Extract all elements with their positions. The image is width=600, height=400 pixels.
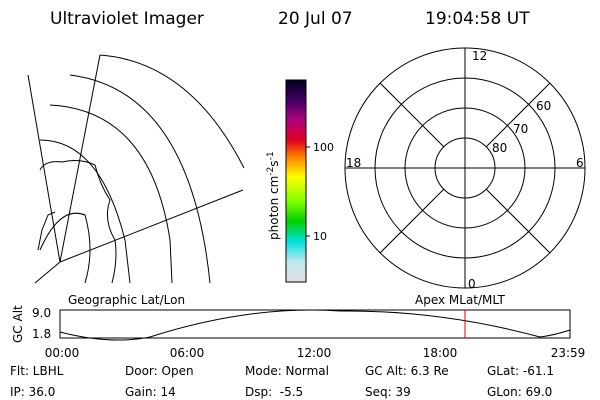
lat-label: 60 <box>536 99 551 113</box>
info-field: Mode: Normal <box>245 364 329 378</box>
colorbar-tick: 100 <box>313 141 334 154</box>
mlt-label: 12 <box>472 49 487 63</box>
info-field: Door: Open <box>125 364 194 378</box>
title: Ultraviolet Imager <box>50 9 204 29</box>
mlt-label: 0 <box>468 277 476 291</box>
timeline-y-tick: 1.8 <box>32 327 51 341</box>
timeline-x-tick: 18:00 <box>423 346 458 360</box>
lat-label: 80 <box>492 141 507 155</box>
mlt-label: 18 <box>346 156 361 170</box>
date: 20 Jul 07 <box>278 9 353 29</box>
timeline-y-tick: 9.0 <box>32 306 51 320</box>
label-part: s <box>267 160 281 166</box>
timeline-x-tick: 23:59 <box>551 346 586 360</box>
info-field: GLon: 69.0 <box>487 385 552 399</box>
colorbar-tick: 10 <box>313 230 327 243</box>
info-field: Gain: 14 <box>125 385 176 399</box>
timeline-x-tick: 00:00 <box>45 346 80 360</box>
info-field: Dsp: -5.5 <box>245 385 303 399</box>
mlt-label: 6 <box>576 156 584 170</box>
altitude-curve <box>59 309 571 341</box>
info-field: GC Alt: 6.3 Re <box>365 364 449 378</box>
geographic-map <box>27 54 245 284</box>
info-field: GLat: -61.1 <box>487 364 554 378</box>
timeline-x-tick: 06:00 <box>170 346 205 360</box>
info-field: Seq: 39 <box>365 385 411 399</box>
label-sup: -1 <box>266 151 276 160</box>
label-sup: -2 <box>266 167 276 176</box>
timeline-axis-label: GC Alt <box>11 305 25 343</box>
colorbar-label: photon cm-2s-1 <box>266 151 281 240</box>
timeline-x-tick: 12:00 <box>297 346 332 360</box>
info-field: Flt: LBHL <box>10 364 64 378</box>
timeline-box <box>59 309 571 339</box>
lat-label: 70 <box>513 122 528 136</box>
timeline-title: Apex MLat/MLT <box>415 293 505 307</box>
colorbar <box>285 79 307 283</box>
label-part: photon cm <box>267 176 281 240</box>
polar-grid <box>344 47 586 289</box>
time: 19:04:58 UT <box>425 9 530 29</box>
info-field: IP: 36.0 <box>10 385 55 399</box>
timeline-title: Geographic Lat/Lon <box>68 293 185 307</box>
